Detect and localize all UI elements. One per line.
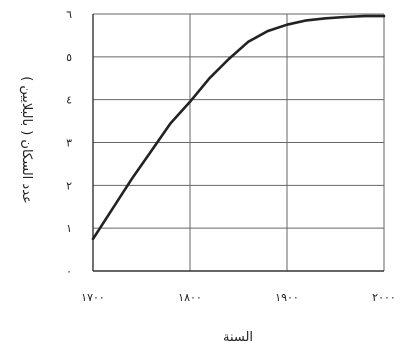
y-tick-label: ٥ <box>66 51 72 64</box>
x-tick-label: ١٧٠٠ <box>81 291 105 304</box>
y-tick-label: ٠ <box>66 265 72 278</box>
y-axis-title: عدد السكان ( بالبلايين ) <box>19 76 34 204</box>
x-axis-title: السنة <box>223 330 253 345</box>
y-tick-label: ٣ <box>66 137 72 150</box>
y-tick-label: ١ <box>66 222 72 235</box>
plot-frame <box>92 14 384 272</box>
y-tick-label: ٢ <box>66 179 72 192</box>
x-tick-label: ١٨٠٠ <box>178 291 202 304</box>
y-tick-label: ٤ <box>66 94 72 107</box>
series-layer <box>91 14 386 241</box>
x-tick-label: ١٩٠٠ <box>275 291 299 304</box>
gridlines <box>92 13 385 272</box>
population-series-line <box>91 14 386 241</box>
x-tick-labels: ١٧٠٠ ١٨٠٠ ١٩٠٠ ٢٠٠٠ <box>81 291 396 304</box>
y-tick-label: ٦ <box>66 8 72 21</box>
x-tick-label: ٢٠٠٠ <box>372 291 396 304</box>
y-tick-labels: ٠ ١ ٢ ٣ ٤ ٥ ٦ <box>66 8 72 278</box>
